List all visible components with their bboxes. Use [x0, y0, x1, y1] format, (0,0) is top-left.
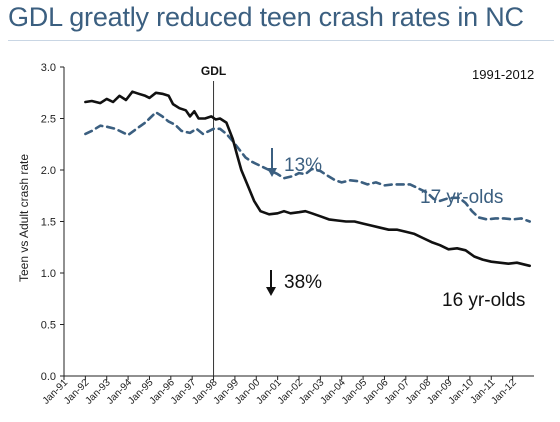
chart-title: GDL greatly reduced teen crash rates in …	[8, 2, 524, 32]
annotation-38-percent: 38%	[266, 270, 322, 296]
y-tick-label: 2.5	[41, 114, 56, 126]
y-tick-label: 0.0	[41, 371, 56, 383]
y-tick-label: 0.5	[41, 320, 56, 332]
y-axis-label: Teen vs Adult crash rate	[17, 154, 31, 282]
annotation-13-label: 13%	[284, 155, 322, 176]
x-tick-label: Jan-12	[489, 377, 519, 407]
annotation-38-label: 38%	[284, 272, 322, 293]
title-divider	[8, 40, 554, 41]
series-line-16-yr-olds	[84, 90, 531, 268]
series-label-16: 16 yr-olds	[442, 290, 525, 311]
y-tick-label: 3.0	[41, 62, 56, 74]
series-label-17: 17 yr-olds	[420, 187, 503, 208]
down-arrow-head-icon	[266, 287, 276, 296]
y-tick-label: 1.0	[41, 268, 56, 280]
y-tick-label: 2.0	[41, 165, 56, 177]
y-tick-label: 1.5	[41, 217, 56, 229]
gdl-label: GDL	[201, 64, 226, 78]
series-line-17-yr-olds	[84, 111, 531, 223]
down-arrow-head-icon	[267, 168, 277, 177]
date-range-label: 1991-2012	[472, 67, 534, 82]
annotation-13-percent: 13%	[267, 148, 322, 177]
